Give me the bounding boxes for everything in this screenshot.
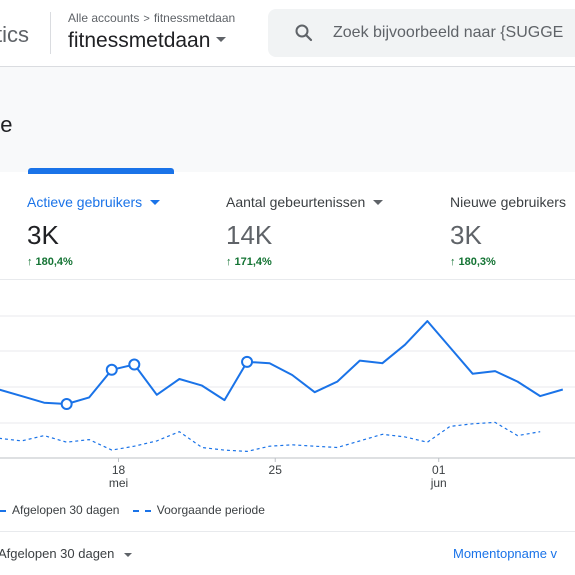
metric-delta-value: 171,4% — [234, 256, 272, 268]
metrics-divider — [0, 279, 575, 280]
date-range-selector[interactable]: Afgelopen 30 dagen — [0, 546, 133, 561]
overview-card — [0, 174, 575, 575]
breadcrumb-parent[interactable]: Alle accounts — [68, 11, 140, 25]
data-point — [105, 363, 118, 376]
metric-value: 3K — [450, 220, 482, 250]
x-tick-label: 01 — [432, 463, 446, 477]
arrow-up-icon: ↑ — [27, 256, 33, 268]
arrow-up-icon: ↑ — [450, 256, 456, 268]
data-point — [60, 398, 73, 411]
metric-value: 3K — [27, 220, 59, 250]
metric-delta: ↑ 180,4% — [27, 256, 160, 268]
snapshot-link[interactable]: Momentopname v — [453, 546, 558, 561]
dropdown-icon — [373, 199, 384, 205]
metric-label[interactable]: Nieuwe gebruikers — [450, 194, 566, 210]
breadcrumb-current[interactable]: fitnessmetdaan — [153, 11, 236, 25]
series-line-current-period — [0, 320, 564, 405]
chart-legend: Afgelopen 30 dagen Voorgaande periode — [0, 503, 275, 517]
legend-label: Voorgaande periode — [156, 503, 265, 517]
metric-delta-value: 180,3% — [458, 256, 496, 268]
breadcrumb[interactable]: Alle accounts > fitnessmetdaan — [68, 11, 235, 25]
breadcrumb-separator-icon: > — [143, 13, 150, 25]
page-header-band — [0, 67, 575, 172]
chart-highlight-points — [60, 355, 254, 411]
x-tick-month-label: mei — [109, 476, 128, 490]
legend-dashed-line-icon — [132, 509, 151, 512]
metric-new-users[interactable]: Nieuwe gebruikers 3K ↑ 180,3% — [450, 194, 566, 268]
x-tick-label: 25 — [269, 463, 283, 477]
property-selector[interactable]: fitnessmetdaan — [68, 29, 227, 53]
metric-delta: ↑ 180,3% — [450, 256, 566, 268]
property-name: fitnessmetdaan — [68, 29, 211, 52]
legend-item-previous: Voorgaande periode — [132, 503, 265, 517]
search-input[interactable]: Zoek bijvoorbeeld naar {SUGGE — [333, 24, 564, 41]
date-range-label: Afgelopen 30 dagen — [0, 546, 115, 561]
metric-label[interactable]: Aantal gebeurtenissen — [226, 194, 384, 210]
page-title: ne — [0, 112, 13, 137]
dropdown-icon — [124, 552, 133, 557]
metric-value: 14K — [226, 220, 273, 250]
footer-divider — [0, 531, 575, 532]
legend-label: Afgelopen 30 dagen — [12, 503, 120, 517]
data-point — [128, 358, 141, 371]
metric-delta-value: 180,4% — [35, 256, 73, 268]
metric-label-text: Nieuwe gebruikers — [450, 194, 566, 210]
metric-label-text: Actieve gebruikers — [27, 194, 143, 210]
dropdown-icon — [150, 199, 161, 205]
legend-item-current: Afgelopen 30 dagen — [0, 503, 119, 517]
chevron-down-icon — [216, 36, 227, 42]
arrow-up-icon: ↑ — [226, 256, 232, 268]
metric-label[interactable]: Actieve gebruikers — [27, 194, 161, 210]
metric-delta: ↑ 171,4% — [226, 256, 383, 268]
app-name: tics — [0, 22, 29, 47]
header-divider — [50, 12, 51, 54]
chart-series — [0, 320, 564, 452]
top-bar: tics Alle accounts>fitnessmetdaan fitnes… — [0, 0, 575, 67]
metric-event-count[interactable]: Aantal gebeurtenissen 14K ↑ 171,4% — [226, 194, 384, 268]
search-icon — [294, 23, 314, 48]
x-tick-month-label: jun — [430, 476, 447, 490]
data-point — [241, 355, 254, 368]
series-line-previous-period — [0, 421, 541, 452]
metric-active-users[interactable]: Actieve gebruikers 3K ↑ 180,4% — [27, 194, 161, 268]
metric-label-text: Aantal gebeurtenissen — [226, 194, 366, 210]
search-box[interactable]: Zoek bijvoorbeeld naar {SUGGE — [268, 9, 575, 57]
legend-solid-line-icon — [0, 509, 6, 512]
selected-tab-indicator — [28, 168, 174, 174]
x-tick-label: 18 — [112, 463, 126, 477]
chart-grid — [0, 315, 575, 459]
